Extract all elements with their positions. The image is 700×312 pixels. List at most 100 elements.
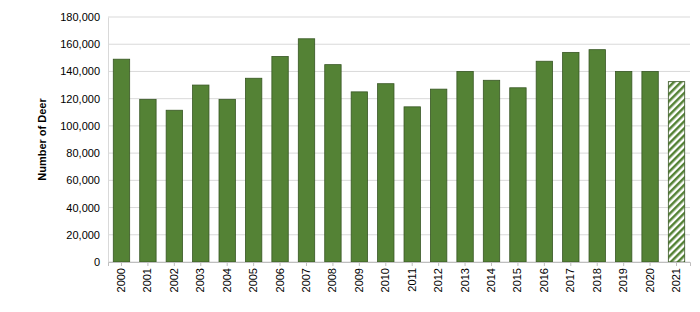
x-tick-label: 2014 [485,268,497,292]
bar [298,39,314,262]
bar [219,99,235,262]
bar [536,61,552,262]
x-tick-label: 2021 [670,268,682,292]
x-tick-label: 2019 [617,268,629,292]
x-tick-label: 2000 [115,268,127,292]
x-tick-label: 2006 [274,268,286,292]
bar [404,107,420,262]
x-tick-mark [306,262,307,266]
x-tick-mark [359,262,360,266]
x-tick: 2016 [538,262,550,292]
x-tick-label: 2005 [247,268,259,292]
x-tick-label: 2016 [538,268,550,292]
x-tick-mark [200,262,201,266]
y-tick-label: 40,000 [66,202,100,214]
y-tick: 160,000 [60,38,108,50]
y-tick-label: 160,000 [60,38,100,50]
y-tick-label: 140,000 [60,65,100,77]
x-tick: 2008 [326,262,338,292]
y-tick: 0 [94,256,108,268]
x-tick-label: 2017 [564,268,576,292]
x-axis: 2000 2001 2002 2003 2004 2005 2006 2007 2008 2009… [109,262,691,292]
y-tick-label: 120,000 [60,93,100,105]
y-axis-title: Number of Deer [36,98,48,181]
bar [483,80,499,262]
x-tick-label: 2020 [644,268,656,292]
x-tick-label: 2001 [141,268,153,292]
bar [510,88,526,262]
x-tick-mark [385,262,386,266]
grid-line [108,17,690,18]
x-tick: 2012 [432,262,444,292]
bar [140,99,156,262]
x-tick-mark [544,262,545,266]
bar [325,65,341,262]
bar [245,78,261,262]
x-tick-mark [332,262,333,266]
y-tick: 20,000 [66,229,108,241]
y-tick-label: 80,000 [66,147,100,159]
x-tick-label: 2003 [194,268,206,292]
grid [108,17,690,262]
x-tick: 2007 [300,262,312,292]
x-tick-label: 2011 [406,268,418,292]
y-axis-line [108,18,109,263]
x-tick: 2018 [591,262,603,292]
x-tick-mark [676,262,677,266]
x-tick-mark [280,262,281,266]
y-tick-label: 100,000 [60,120,100,132]
x-tick: 2005 [247,262,259,292]
x-tick-mark [174,262,175,266]
grid-line [108,44,690,45]
x-tick: 2019 [617,262,629,292]
x-tick-mark [253,262,254,266]
x-tick-label: 2012 [432,268,444,292]
x-tick-mark [438,262,439,266]
x-tick-mark [570,262,571,266]
x-tick-label: 2009 [353,268,365,292]
x-tick-mark [412,262,413,266]
x-tick-mark [121,262,122,266]
x-tick-mark [650,262,651,266]
x-tick: 2001 [141,262,153,292]
x-tick-label: 2007 [300,268,312,292]
x-tick: 2000 [115,262,127,292]
y-tick: 60,000 [66,174,108,186]
bar [113,59,129,262]
x-tick-mark [147,262,148,266]
bar [457,71,473,262]
x-tick-mark [227,262,228,266]
x-tick-label: 2018 [591,268,603,292]
x-tick-label: 2010 [379,268,391,292]
y-tick-label: 180,000 [60,11,100,23]
bar [615,71,631,262]
x-tick: 2002 [168,262,180,292]
x-tick: 2011 [406,262,418,292]
bar [563,52,579,262]
bar [272,56,288,262]
chart-svg: 0 20,000 40,000 60,000 80,000 100,000 120,000 1… [0,0,700,312]
bar [351,92,367,262]
x-tick: 2017 [564,262,576,292]
bar [642,71,658,262]
plot-area: 0 20,000 40,000 60,000 80,000 100,000 120,000 1… [60,11,690,292]
bar [589,50,605,262]
bar [668,82,684,262]
y-tick: 80,000 [66,147,108,159]
x-tick-label: 2004 [221,268,233,292]
y-tick: 140,000 [60,65,108,77]
y-tick: 40,000 [66,202,108,214]
bar [378,84,394,262]
x-axis-line [109,263,691,267]
y-axis: 0 20,000 40,000 60,000 80,000 100,000 120,000 1… [60,11,108,268]
x-tick-mark [517,262,518,266]
x-tick: 2010 [379,262,391,292]
bar [193,85,209,262]
x-tick: 2014 [485,262,497,292]
bar [166,110,182,262]
x-tick: 2003 [194,262,206,292]
y-tick-label: 60,000 [66,174,100,186]
x-tick-mark [597,262,598,266]
y-tick: 180,000 [60,11,108,23]
bars [113,39,684,262]
